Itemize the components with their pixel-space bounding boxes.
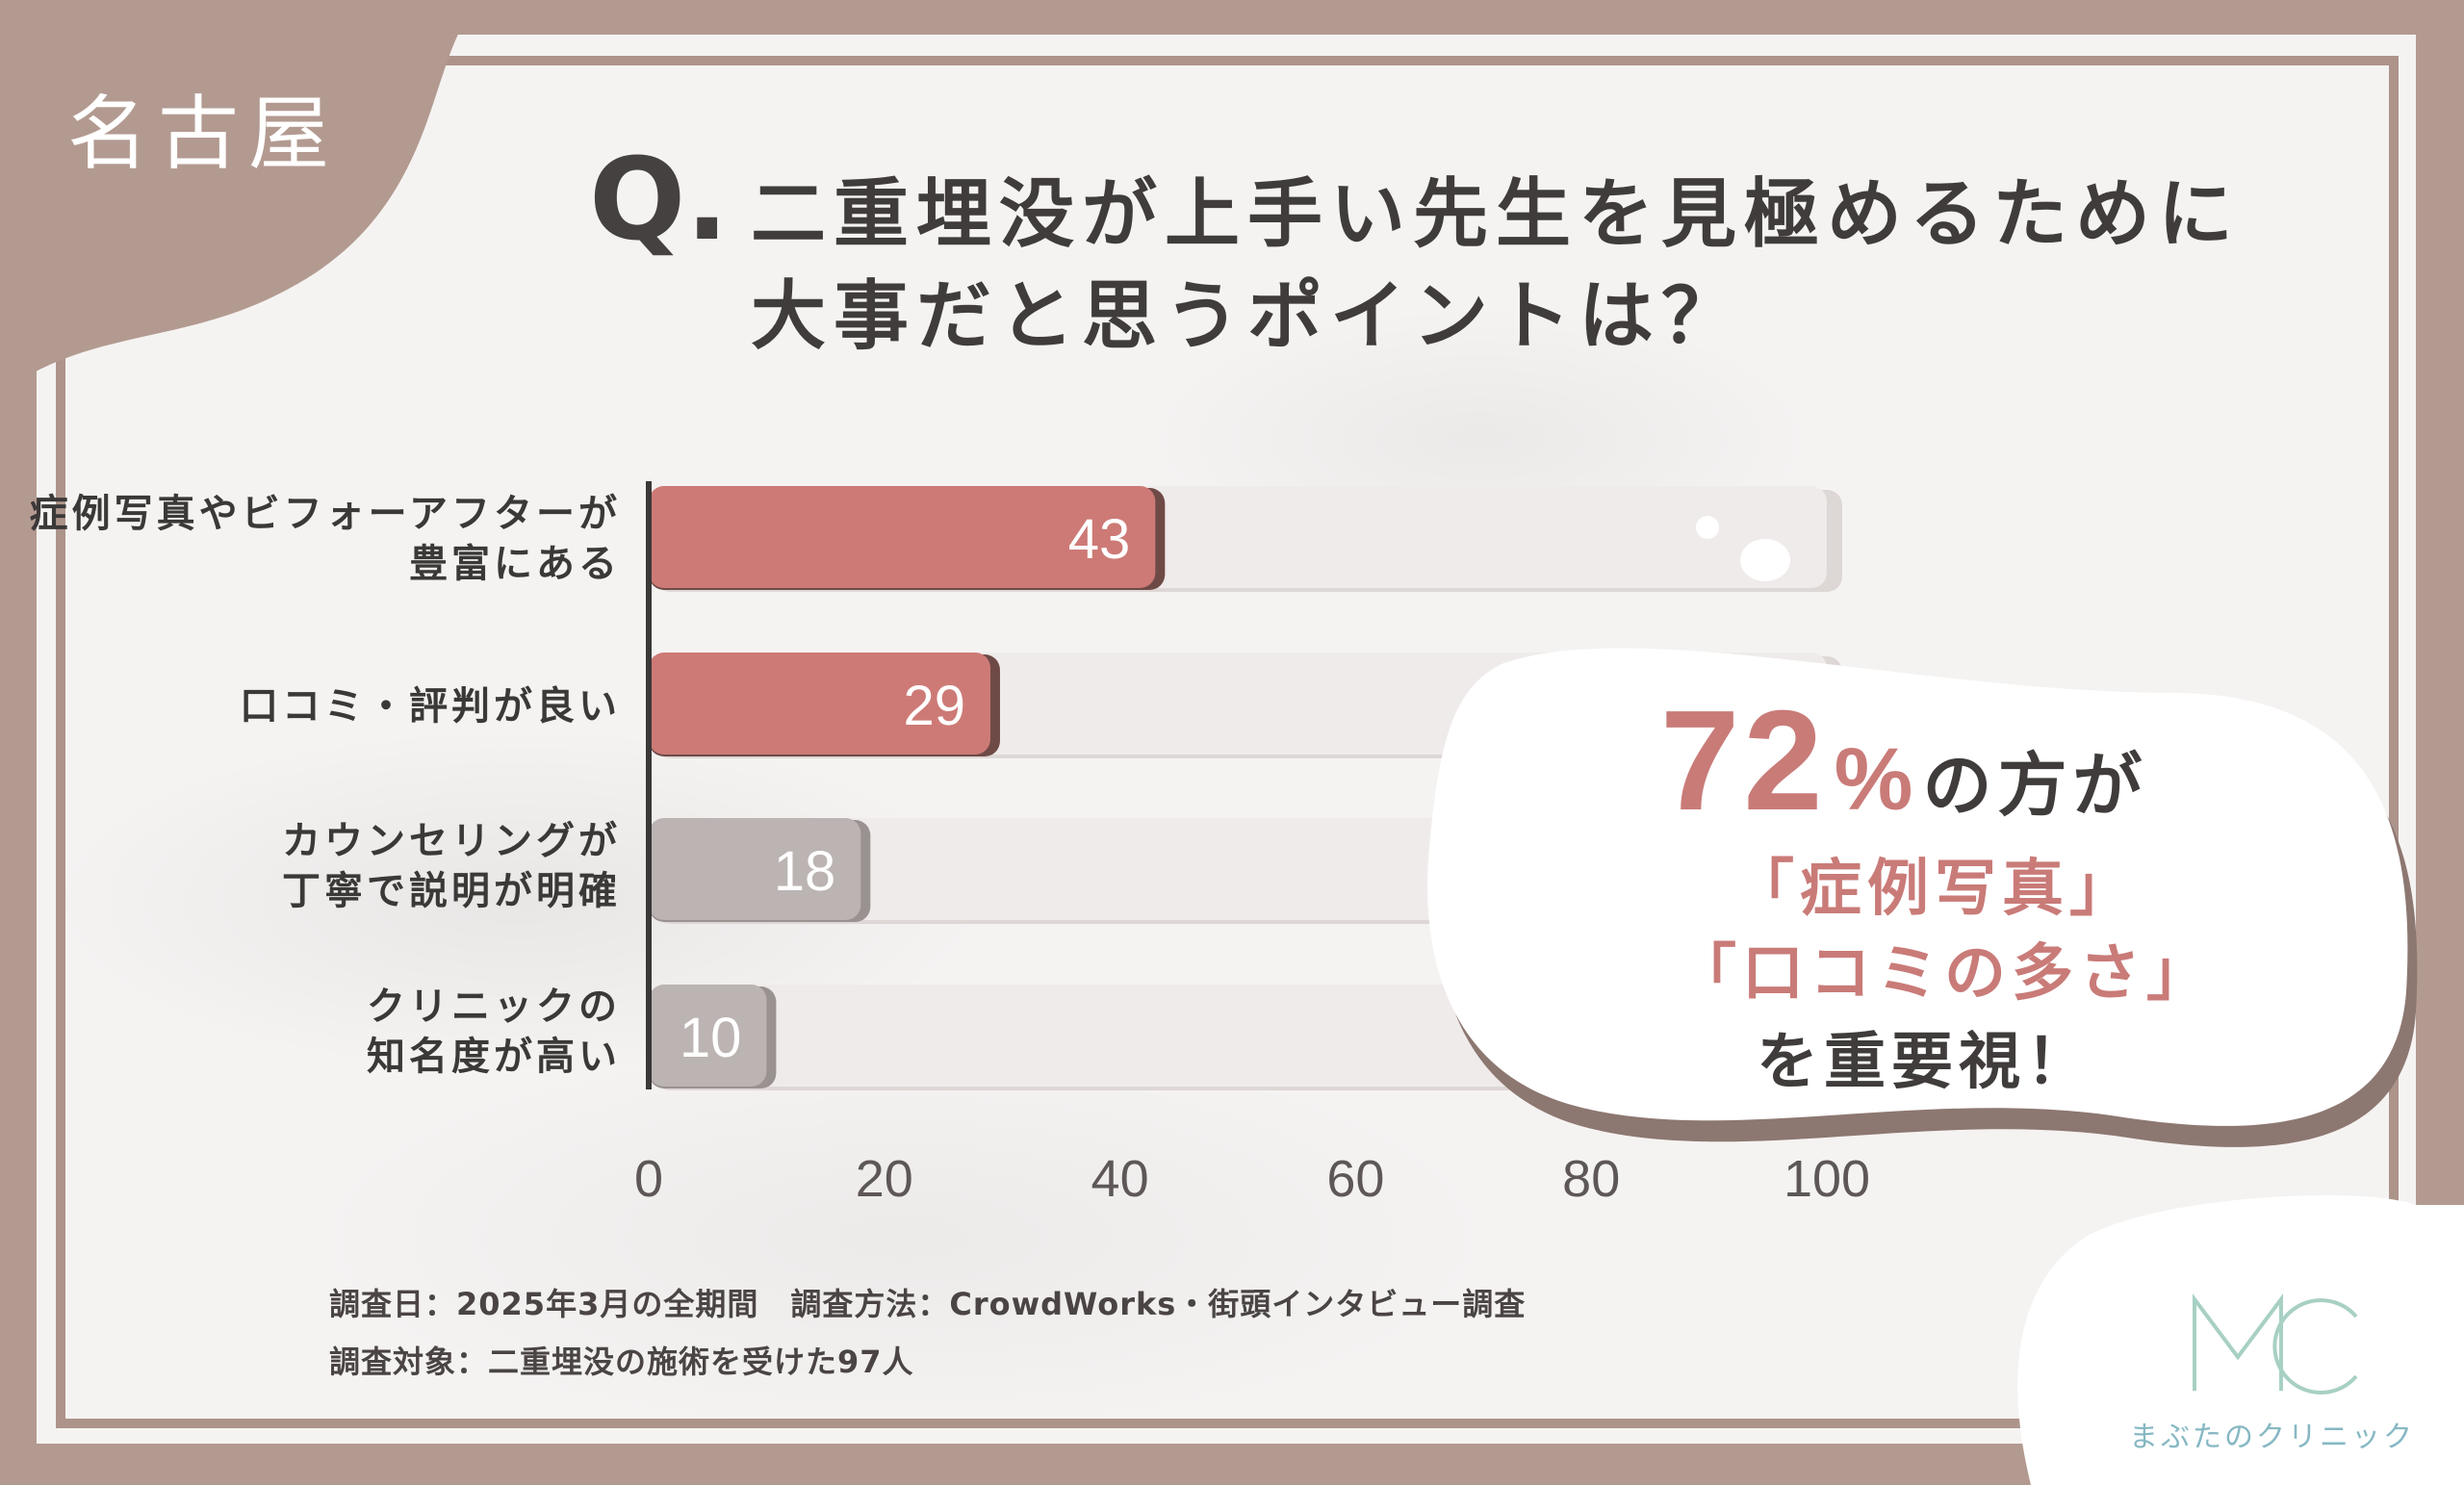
footnote-survey-target: 調査対象：二重埋没の施術を受けた97人 (329, 1344, 914, 1380)
x-tick-label-100: 100 (1784, 1150, 1870, 1208)
category-label-3-line-1: カウンセリングが (282, 819, 621, 863)
bar-2 (649, 653, 990, 755)
inner-frame (56, 56, 2399, 1428)
category-label-2: 口コミ・評判が良い (240, 681, 621, 731)
bar-value-label-2: 29 (903, 675, 965, 737)
decor-bubble-large (1740, 539, 1790, 581)
callout-headline: 72% の方が (1660, 679, 2142, 843)
logo-mark-icon (2193, 1293, 2358, 1395)
category-label-2-line-1: 口コミ・評判が良い (240, 684, 621, 729)
region-tab-shape (0, 0, 486, 395)
category-label-1-line-1: 症例写真やビフォーアフターが (29, 492, 621, 536)
footnote-survey-date-method: 調査日：2025年3月の全期間 調査方法：CrowdWorks・街頭インタビュー… (329, 1286, 1527, 1322)
decor-bubble-small (1696, 516, 1719, 539)
question-mark: Q. (589, 133, 730, 266)
category-label-1-line-2: 豊富にある (409, 542, 621, 586)
bar-value-label-1: 43 (1068, 508, 1131, 571)
callout-percent-sign: % (1834, 730, 1913, 829)
x-tick-label-0: 0 (634, 1150, 663, 1208)
bar-4 (649, 985, 767, 1087)
callout-percent-suffix: の方が (1922, 745, 2148, 826)
question-title: 二重埋没が上手い先生を見極めるために 大事だと思うポイントは？ (751, 164, 2241, 368)
x-tick-label-80: 80 (1562, 1150, 1620, 1208)
bar-3 (649, 818, 861, 920)
region-label: 名古屋 (67, 87, 340, 181)
x-tick-label-40: 40 (1091, 1150, 1149, 1208)
x-tick-label-60: 60 (1326, 1150, 1384, 1208)
bar-value-label-4: 10 (680, 1007, 742, 1069)
callout-line-3: を重要視！ (1757, 1027, 2093, 1098)
question-line-2: 大事だと思うポイントは？ (751, 273, 1745, 360)
category-label-4-line-2: 知名度が高い (367, 1035, 621, 1079)
category-label-4: クリニックの 知名度が高い (367, 982, 621, 1082)
callout-percent: 72 (1660, 681, 1827, 840)
category-label-4-line-1: クリニックの (367, 985, 621, 1029)
logo-name: まぶたのクリニック (2129, 1421, 2415, 1454)
bar-1 (649, 486, 1156, 588)
x-tick-label-20: 20 (856, 1150, 913, 1208)
category-label-1: 症例写真やビフォーアフターが 豊富にある (30, 489, 621, 589)
category-label-3-line-2: 丁寧で説明が明確 (282, 869, 621, 913)
callout-line-2: 「口コミの多さ」 (1675, 938, 2214, 1010)
category-label-3: カウンセリングが 丁寧で説明が明確 (282, 816, 621, 916)
question-line-1: 二重埋没が上手い先生を見極めるために (751, 171, 2242, 258)
bar-value-label-3: 18 (774, 840, 836, 903)
callout-line-1: 「症例写真」 (1732, 854, 2137, 925)
